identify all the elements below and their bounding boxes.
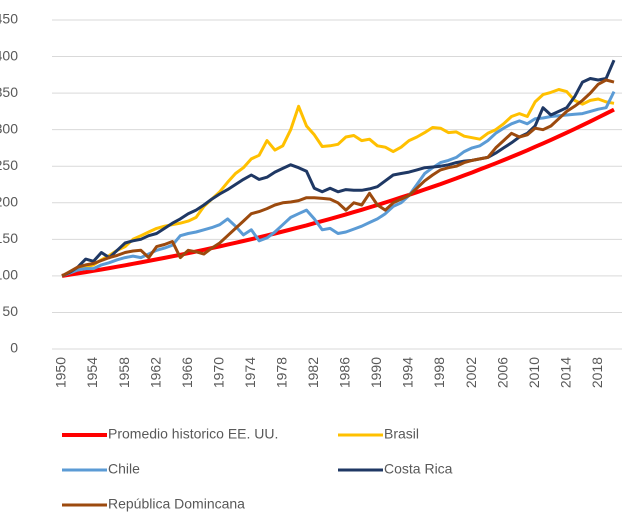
series-line — [61, 107, 615, 278]
legend-label: Costa Rica — [384, 461, 453, 477]
y-tick-label: 150 — [0, 230, 18, 246]
x-tick-label: 2006 — [494, 357, 510, 388]
legend-label: Brasil — [384, 426, 419, 442]
legend-label: República Domincana — [108, 496, 245, 512]
y-tick-label: 450 — [0, 11, 18, 27]
x-tick-label: 2014 — [557, 357, 573, 388]
y-tick-label: 250 — [0, 157, 18, 173]
y-tick-label: 100 — [0, 267, 18, 283]
series-line — [61, 90, 616, 278]
x-tick-label: 2002 — [463, 357, 479, 388]
y-tick-label: 350 — [0, 84, 18, 100]
series-line — [61, 78, 615, 278]
y-tick-label: 400 — [0, 47, 18, 63]
x-tick-label: 1966 — [179, 357, 195, 388]
series-line — [61, 59, 616, 278]
y-tick-label: 0 — [10, 340, 18, 356]
x-tick-label: 1994 — [400, 357, 416, 388]
y-tick-label: 50 — [2, 303, 18, 319]
x-tick-label: 1990 — [368, 357, 384, 388]
y-tick-label: 300 — [0, 120, 18, 136]
x-tick-label: 1974 — [242, 357, 258, 388]
x-tick-label: 1998 — [431, 357, 447, 388]
x-tick-label: 1978 — [274, 357, 290, 388]
x-tick-label: 1986 — [337, 357, 353, 388]
x-tick-label: 1982 — [305, 357, 321, 388]
x-tick-label: 1950 — [53, 357, 69, 388]
x-tick-label: 1958 — [116, 357, 132, 388]
legend-label: Chile — [108, 461, 140, 477]
y-tick-label: 200 — [0, 193, 18, 209]
legend-label: Promedio historico EE. UU. — [108, 426, 278, 442]
x-tick-label: 1954 — [84, 357, 100, 388]
series-line — [61, 88, 615, 278]
x-tick-label: 2018 — [589, 357, 605, 388]
x-tick-label: 1970 — [210, 357, 226, 388]
x-tick-label: 1962 — [147, 357, 163, 388]
x-tick-label: 2010 — [526, 357, 542, 388]
